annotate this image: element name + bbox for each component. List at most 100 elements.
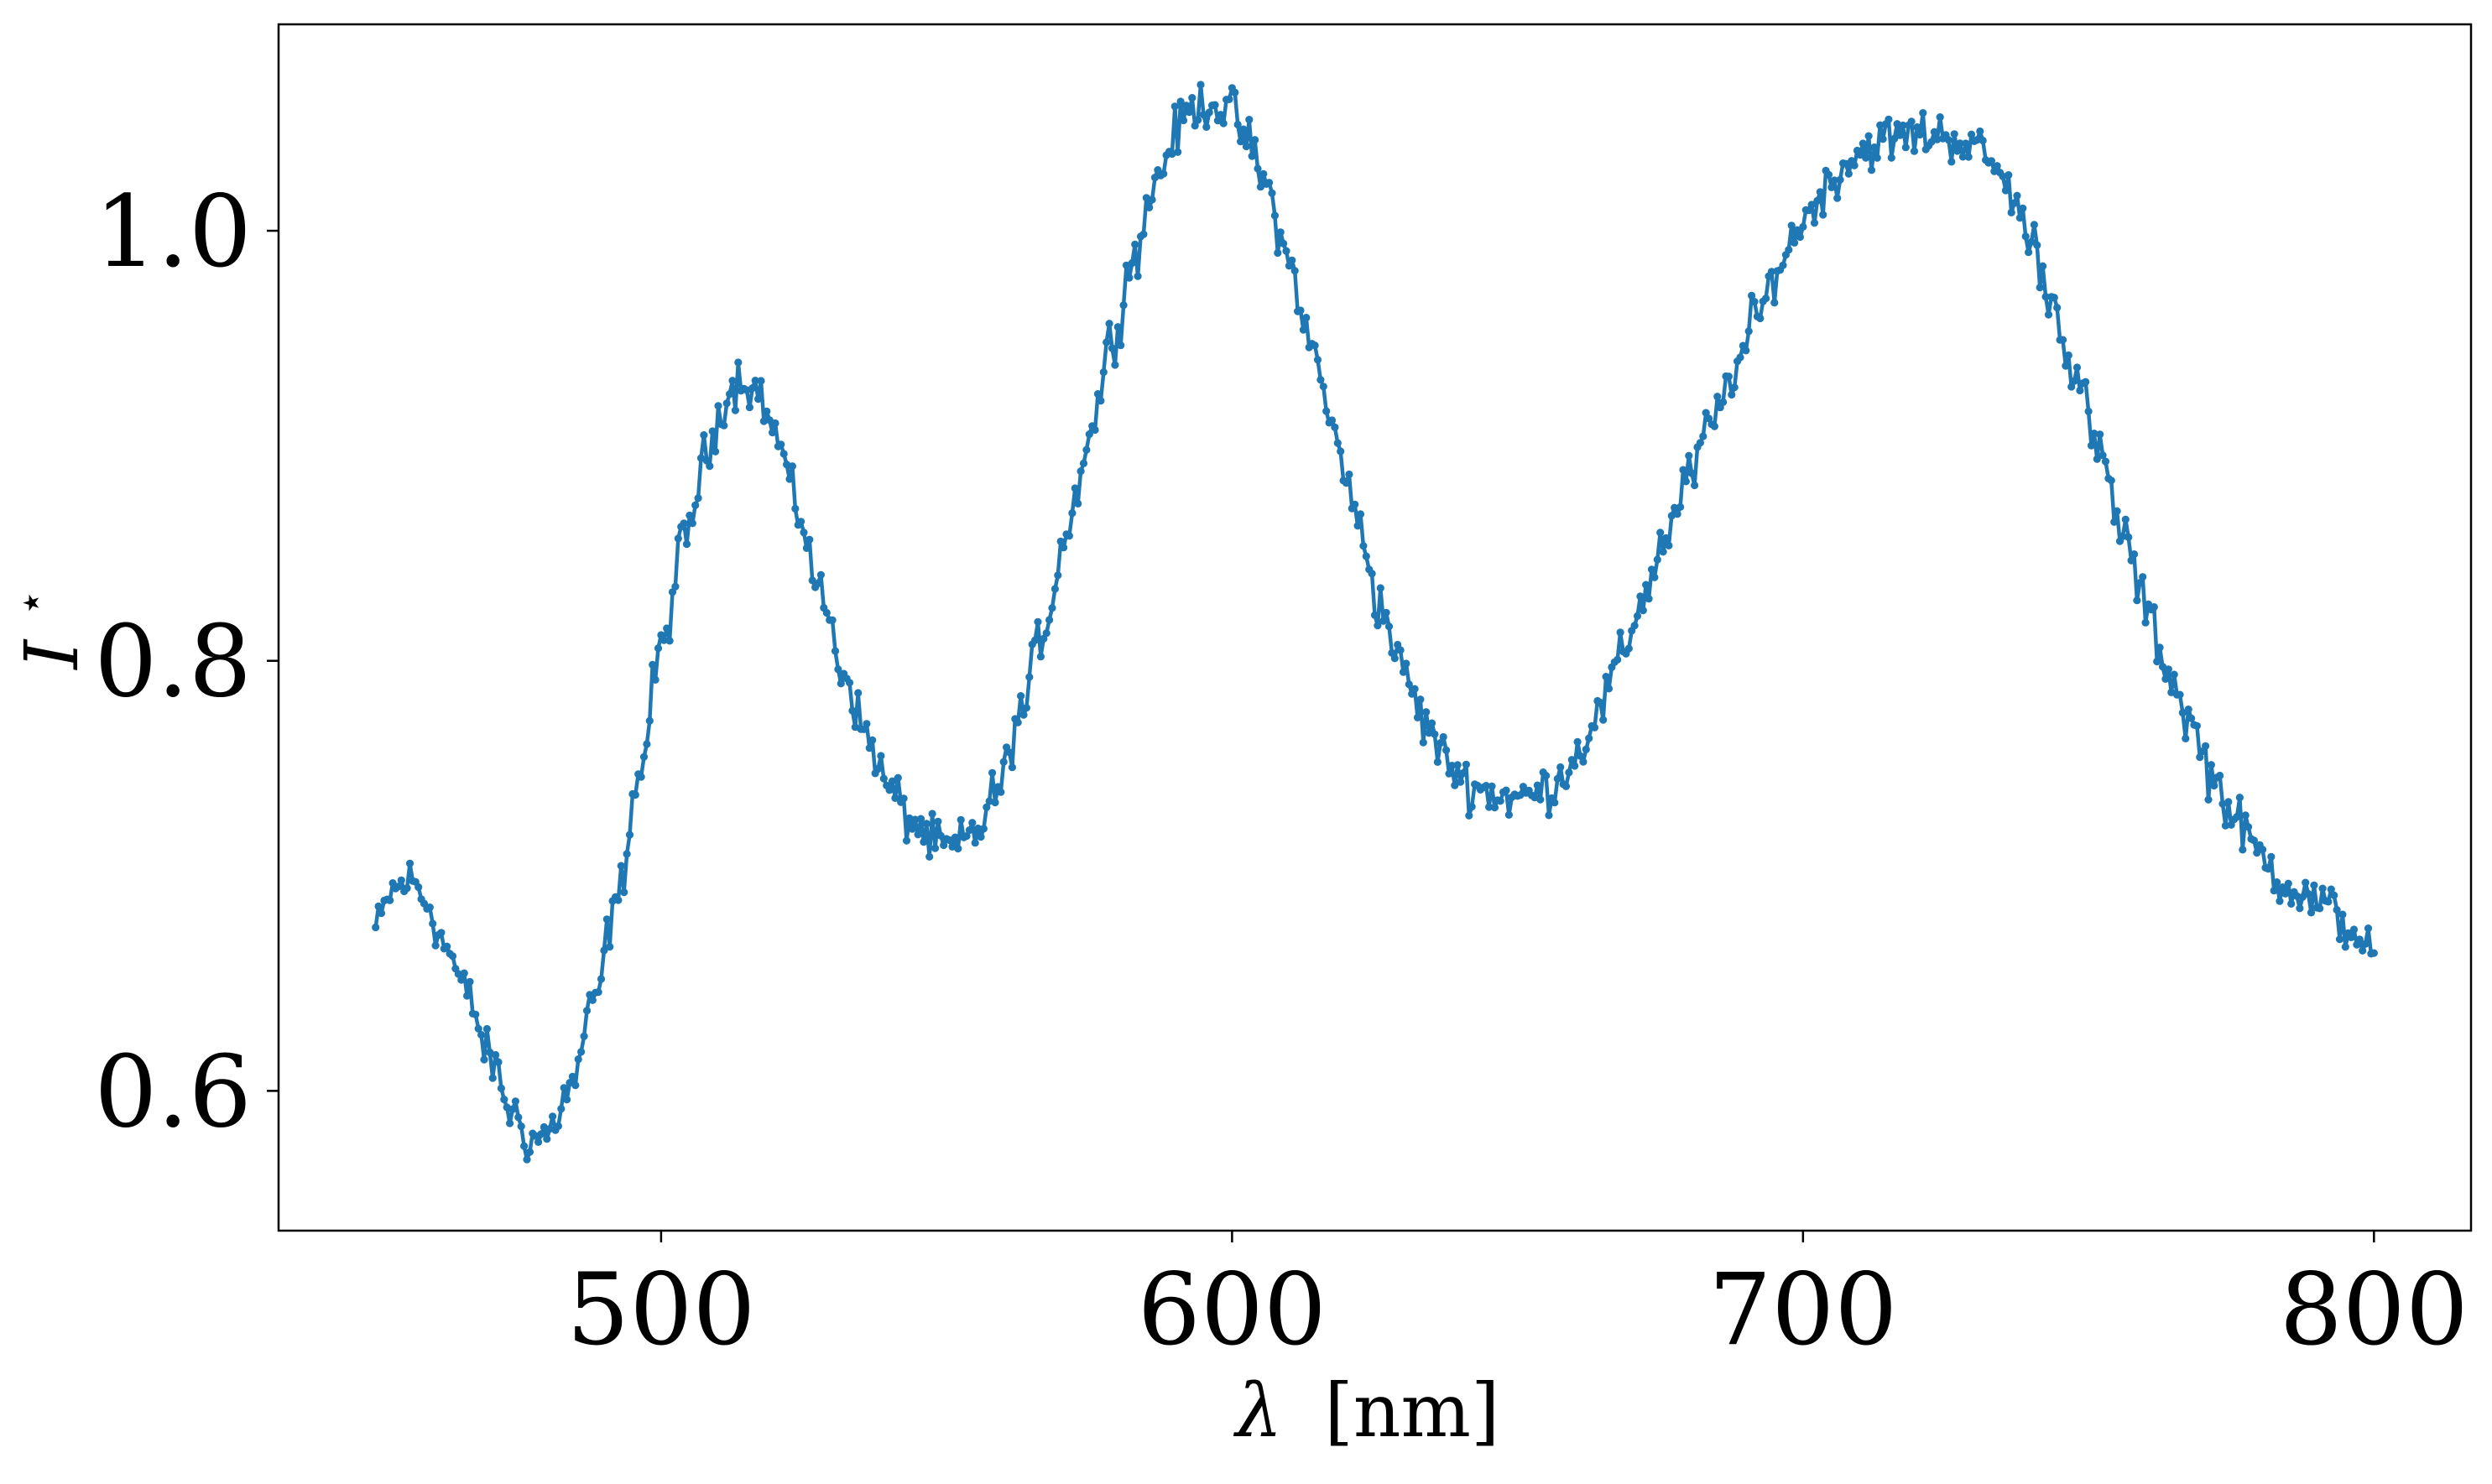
data-point <box>2318 884 2327 893</box>
data-point <box>1702 409 1710 417</box>
data-point <box>1056 537 1065 546</box>
x-tick-label: 500 <box>566 1252 755 1367</box>
data-point <box>1545 811 1553 820</box>
x-axis-label: λ [nm] <box>1233 1367 1500 1454</box>
data-point <box>1034 617 1042 626</box>
data-point <box>1596 698 1604 707</box>
data-point <box>1944 136 1952 144</box>
data-point <box>1368 570 1376 578</box>
data-point <box>1787 221 1796 230</box>
data-point <box>1748 291 1756 299</box>
data-point <box>1813 196 1822 205</box>
data-point <box>594 988 602 997</box>
data-point <box>1319 383 1327 391</box>
data-point <box>1750 298 1759 306</box>
data-point <box>1824 170 1833 179</box>
data-point <box>1582 745 1590 754</box>
data-point <box>2150 603 2158 612</box>
data-point <box>1653 555 1661 564</box>
data-point <box>1179 116 1188 125</box>
data-point <box>2241 811 2250 820</box>
data-point <box>606 943 614 951</box>
data-point <box>1451 781 1459 789</box>
data-point <box>620 888 628 897</box>
data-point <box>2270 887 2278 895</box>
x-tick-label: 600 <box>1138 1252 1327 1367</box>
data-point <box>1362 552 1370 560</box>
data-point <box>797 518 805 526</box>
data-point <box>1202 122 1211 131</box>
data-point <box>1082 445 1091 454</box>
data-point <box>617 862 625 870</box>
data-point <box>492 1050 500 1060</box>
data-point <box>1962 139 1970 148</box>
data-point <box>1973 136 1981 144</box>
data-point <box>911 815 920 824</box>
data-point <box>1724 372 1733 381</box>
data-point <box>1553 774 1561 784</box>
data-point <box>1280 239 1288 247</box>
data-point <box>1270 211 1279 220</box>
data-point <box>868 736 877 744</box>
data-point <box>1219 119 1228 128</box>
data-point <box>1639 607 1647 615</box>
data-point <box>637 773 645 781</box>
data-point <box>2361 940 2369 948</box>
data-point <box>1316 376 1325 384</box>
data-point <box>728 377 737 385</box>
data-point <box>974 824 983 833</box>
data-point <box>2296 904 2304 913</box>
data-point <box>1756 314 1765 323</box>
data-point <box>1561 782 1571 791</box>
x-tick-label: 700 <box>1708 1252 1897 1367</box>
data-point <box>2039 262 2047 270</box>
data-point <box>460 969 468 977</box>
data-point <box>1390 654 1399 663</box>
data-point <box>1599 716 1608 724</box>
data-point <box>877 752 885 760</box>
data-point <box>2087 441 2096 450</box>
data-point <box>914 831 922 839</box>
data-point <box>645 716 654 725</box>
data-point <box>1402 659 1410 668</box>
data-point <box>983 803 991 811</box>
data-point <box>2036 284 2044 292</box>
data-point <box>745 404 754 412</box>
x-axis-symbol: λ <box>1233 1367 1283 1454</box>
data-point <box>2210 781 2218 790</box>
data-point <box>865 744 873 752</box>
data-point <box>734 358 743 367</box>
data-point <box>1322 407 1331 415</box>
data-point <box>2276 897 2284 905</box>
data-point <box>2021 232 2030 241</box>
data-point <box>1148 195 1156 204</box>
data-point <box>2267 852 2276 861</box>
data-point <box>1488 782 1496 790</box>
data-point <box>1953 147 1962 155</box>
data-point <box>2259 846 2267 854</box>
data-point <box>474 1024 482 1033</box>
data-point <box>2064 351 2072 360</box>
data-point <box>1196 81 1205 89</box>
data-point <box>765 416 774 424</box>
data-point <box>1987 157 1995 165</box>
data-point <box>731 406 740 414</box>
data-point <box>751 377 759 385</box>
data-point <box>940 841 948 850</box>
data-point <box>1302 314 1311 322</box>
data-point <box>1399 668 1408 676</box>
data-point <box>1519 783 1527 791</box>
data-point <box>1054 571 1062 580</box>
data-point <box>2310 881 2318 889</box>
data-point <box>1958 153 1967 161</box>
data-point <box>614 896 623 904</box>
data-point <box>802 544 811 553</box>
data-point <box>386 896 394 904</box>
data-point <box>2072 363 2082 372</box>
data-point <box>822 608 831 617</box>
data-point <box>649 660 657 669</box>
data-point <box>902 836 911 845</box>
data-point <box>671 582 680 591</box>
data-point <box>2013 191 2021 200</box>
data-point <box>1736 353 1744 362</box>
